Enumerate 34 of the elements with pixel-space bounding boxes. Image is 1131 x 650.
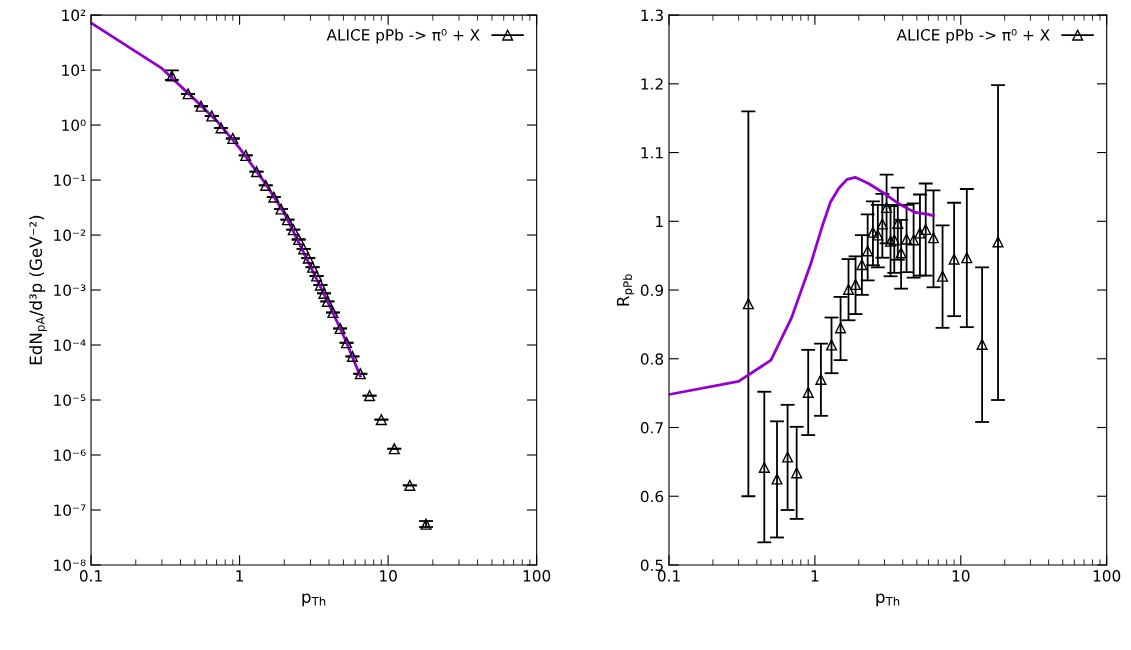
x-tick-label: 1: [236, 570, 244, 582]
x-tick-label: 10: [380, 570, 397, 582]
y-tick-label: 10⁻⁸: [54, 559, 86, 571]
y-axis-title: EdN$_{pA}$/d³p (GeV⁻²): [29, 215, 47, 365]
y-tick-label: 0.8: [640, 353, 664, 365]
x-tick-label: 0.1: [657, 570, 680, 582]
legend-label: ALICE pPb -> π⁰ + X: [326, 28, 480, 44]
x-axis-title: p$_{Th}$: [302, 593, 326, 607]
y-tick-label: 0.5: [640, 559, 663, 571]
y-axis-title: R$_{pPb}$: [616, 274, 635, 306]
y-tick-label: 1.1: [641, 147, 663, 159]
x-tick-label: 100: [1093, 570, 1121, 582]
y-tick-label: 1.2: [641, 78, 663, 90]
y-tick-label: 10⁻⁵: [54, 394, 86, 407]
y-tick-label: 10⁻⁶: [54, 449, 86, 462]
y-tick-label: 10²: [62, 9, 86, 22]
x-tick-label: 100: [523, 570, 551, 582]
y-tick-label: 1.3: [641, 9, 663, 22]
y-tick-label: 1: [656, 215, 663, 228]
x-tick-label: 1: [811, 570, 819, 582]
y-tick-label: 10¹: [62, 64, 86, 77]
y-tick-label: 10⁻²: [54, 229, 86, 242]
x-tick-label: 10: [952, 570, 970, 582]
legend-label: ALICE pPb -> π⁰ + X: [896, 28, 1050, 44]
x-axis-title: p$_{Th}$: [876, 593, 900, 607]
y-tick-label: 10⁻¹: [54, 174, 86, 187]
y-tick-label: 0.9: [640, 284, 664, 297]
y-tick-label: 0.6: [640, 490, 664, 503]
y-tick-label: 10⁻⁴: [54, 339, 86, 352]
x-tick-label: 0.1: [79, 570, 102, 582]
y-tick-label: 0.7: [640, 421, 663, 434]
y-tick-label: 10⁻³: [54, 284, 86, 297]
y-tick-label: 10⁻⁷: [54, 504, 86, 517]
y-tick-label: 10⁰: [62, 119, 86, 132]
